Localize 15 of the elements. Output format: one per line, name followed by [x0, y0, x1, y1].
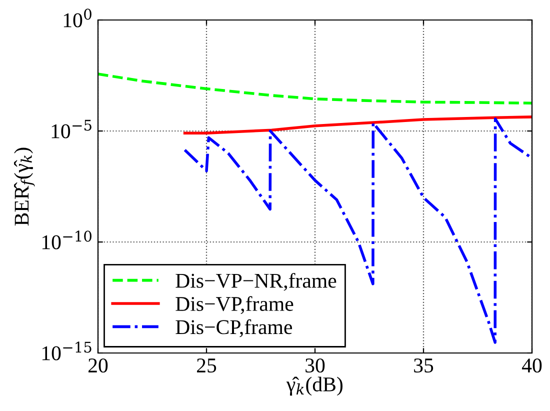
y-axis-title: BER̂$_{f}$(γ̂$_{k}$): [14, 148, 35, 226]
line-series: [98, 72, 532, 105]
y-tick-label: 10$^{0}$: [64, 8, 92, 28]
y-tick-label: 10$^{−5}$: [52, 120, 92, 138]
legend-label: Dis−VP−NR,frame: [176, 272, 336, 291]
line-series: [183, 116, 532, 135]
x-tick-label: 25: [197, 358, 216, 373]
x-axis-title: γ̂$_{k}$(dB): [286, 376, 343, 396]
legend-label: Dis−VP,frame: [176, 296, 294, 314]
x-tick-label: 20: [88, 358, 108, 373]
x-tick-label: 30: [306, 358, 325, 373]
x-tick-label: 40: [522, 358, 542, 373]
x-tick-label: 35: [414, 358, 434, 373]
y-tick-label: 10$^{−10}$: [42, 230, 92, 250]
legend-label: Dis−CP,frame: [176, 319, 292, 338]
